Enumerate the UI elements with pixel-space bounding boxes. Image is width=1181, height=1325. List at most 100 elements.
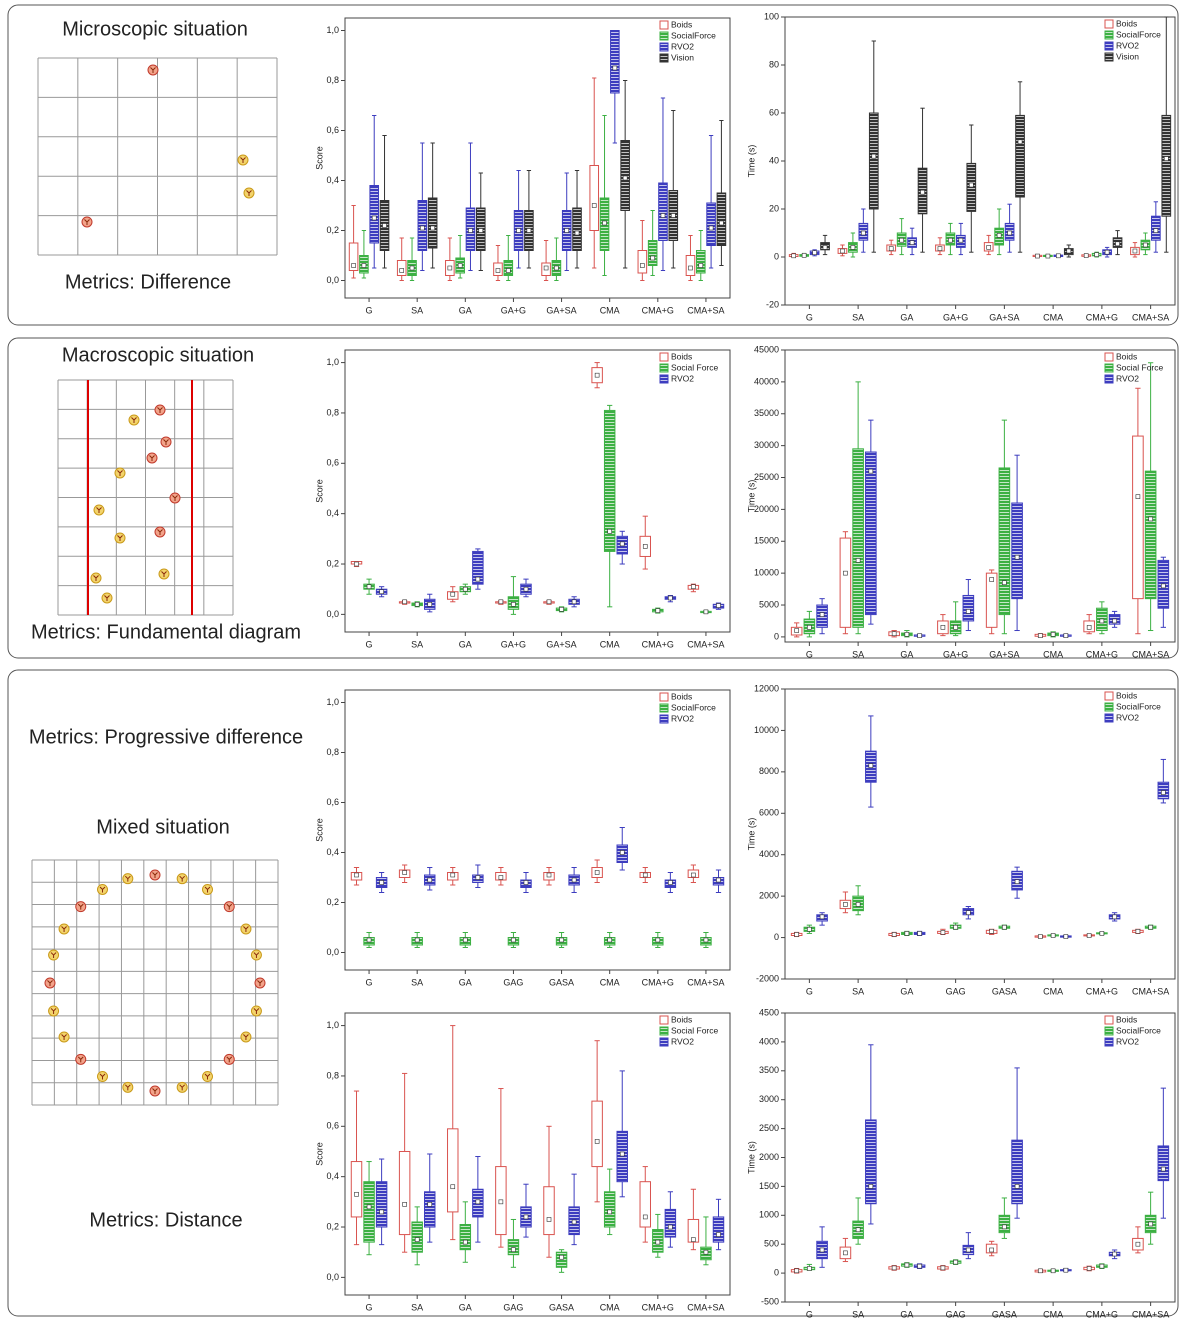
plot-frame [344, 17, 731, 299]
legend-label: SocialForce [1116, 701, 1161, 711]
y-tick-label: 0 [774, 251, 779, 261]
agent-mark [50, 1008, 57, 1014]
median [511, 602, 516, 607]
x-tick-label: CMA [600, 1302, 620, 1312]
median [427, 602, 433, 607]
x-tick-label: G [806, 312, 813, 322]
median [850, 245, 856, 250]
y-tick-label: -2000 [756, 973, 779, 983]
median [1148, 924, 1153, 930]
x-tick-label: CMA+SA [687, 1302, 724, 1312]
y-tick-label: 0,6 [326, 797, 339, 807]
median [1099, 618, 1105, 624]
plot-frame [344, 349, 731, 633]
median [1045, 253, 1051, 259]
box [868, 112, 879, 210]
box [503, 260, 514, 276]
agent-mark [149, 455, 155, 461]
median [642, 872, 648, 878]
median [354, 1191, 359, 1197]
x-tick-label: GA [900, 1309, 913, 1319]
agent-mark [77, 903, 84, 910]
median [966, 1247, 971, 1253]
legend-swatch [1104, 352, 1114, 362]
median [1063, 934, 1069, 939]
median [655, 937, 661, 943]
median [812, 250, 817, 255]
median [594, 372, 600, 378]
box [639, 1181, 651, 1228]
median [716, 877, 721, 883]
median [660, 213, 666, 218]
box [447, 1128, 459, 1213]
panel-frame [7, 337, 1179, 659]
median [1017, 139, 1023, 145]
median [855, 1227, 861, 1233]
agent-mark [152, 1088, 158, 1094]
median [612, 65, 618, 71]
median [1135, 1241, 1141, 1247]
box [1132, 435, 1144, 600]
median [498, 599, 504, 605]
median [703, 609, 709, 615]
x-tick-label: G [806, 986, 813, 996]
median [1002, 1224, 1007, 1230]
median [1050, 1268, 1056, 1274]
median [1014, 1184, 1020, 1189]
median [953, 1259, 958, 1265]
legend-swatch [659, 703, 669, 713]
median [855, 558, 861, 563]
plot-frame [784, 688, 1176, 980]
legend-swatch [659, 1026, 669, 1036]
x-tick-label: G [366, 305, 373, 315]
median [366, 584, 372, 589]
x-tick-label: GAG [503, 977, 523, 987]
median [642, 1214, 648, 1220]
box [543, 1186, 555, 1236]
median [1086, 1266, 1092, 1271]
legend-swatch [659, 1037, 669, 1047]
x-tick-label: G [806, 1309, 813, 1319]
median [498, 1199, 504, 1205]
median [819, 612, 825, 617]
median [402, 1202, 407, 1207]
y-tick-label: 0,2 [326, 558, 339, 568]
median [430, 225, 435, 231]
agent-mark [117, 535, 123, 541]
x-tick-label: G [366, 977, 373, 987]
median [940, 930, 946, 935]
median [619, 1151, 625, 1157]
x-tick-label: GA [900, 312, 913, 322]
median [366, 1204, 372, 1210]
median [361, 263, 367, 268]
y-tick-label: 0,2 [326, 1221, 339, 1231]
agent-mark [99, 1073, 106, 1080]
median [1014, 554, 1020, 560]
y-axis-label: Score [314, 479, 324, 503]
median [716, 1232, 721, 1237]
agent-mark [124, 875, 131, 882]
box [712, 1216, 725, 1243]
median [966, 609, 971, 614]
median [948, 237, 953, 243]
agent-mark [157, 529, 163, 535]
median [463, 1239, 468, 1245]
agent-mark [243, 1034, 249, 1040]
box [350, 1161, 363, 1218]
plot-frame [344, 1012, 731, 1296]
median [1148, 516, 1153, 522]
y-tick-label: 2500 [759, 1123, 779, 1133]
median [559, 1254, 564, 1260]
median [1038, 934, 1043, 939]
median [1143, 242, 1148, 248]
x-tick-label: CMA+SA [1132, 649, 1169, 659]
median [861, 230, 866, 236]
median [571, 599, 577, 605]
x-tick-label: CMA [1043, 986, 1063, 996]
median [399, 268, 405, 273]
y-tick-label: 0,2 [326, 897, 339, 907]
y-tick-label: 10000 [754, 725, 779, 735]
legend-label: RVO2 [1116, 1036, 1139, 1046]
box [398, 1150, 411, 1236]
agent-mark [152, 872, 158, 878]
